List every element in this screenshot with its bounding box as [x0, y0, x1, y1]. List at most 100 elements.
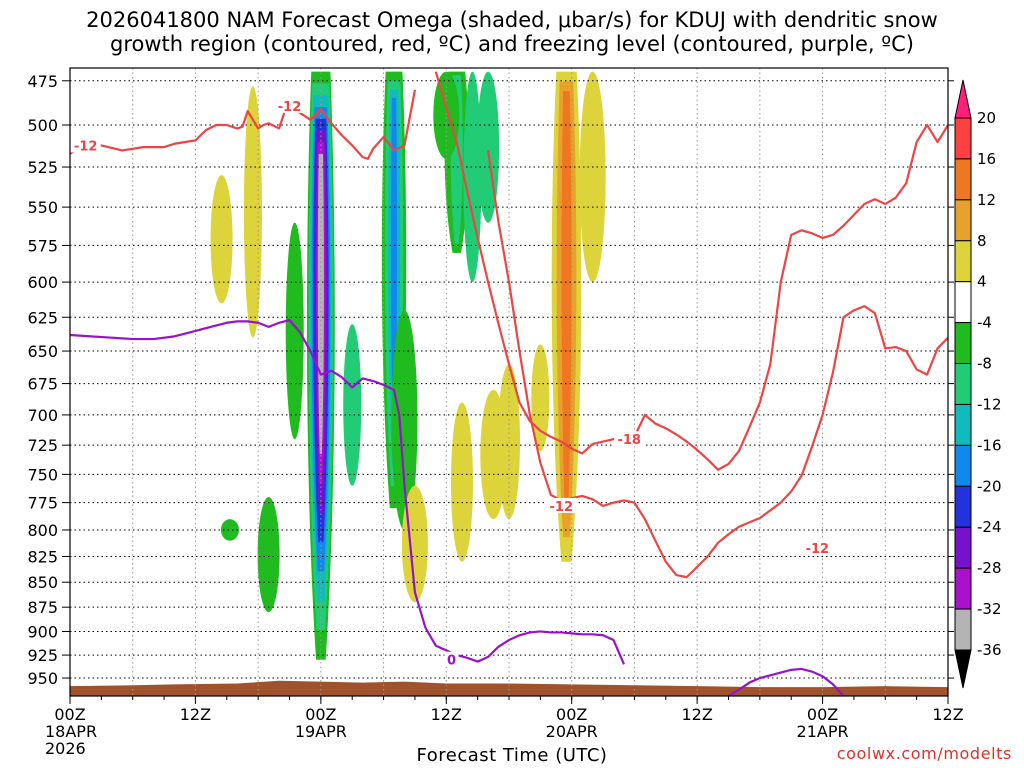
x-tick-label: 12Z: [932, 705, 963, 724]
chart-title: 2026041800 NAM Forecast Omega (shaded, μ…: [0, 8, 1024, 56]
colorbar-box: [954, 240, 972, 283]
contour-label-bg: [444, 651, 459, 667]
x-tick-label: 00Z: [54, 705, 85, 724]
x-tick-label: 00Z: [807, 705, 838, 724]
y-tick-label: 800: [27, 521, 58, 540]
y-tick-label: 875: [27, 598, 58, 617]
colorbar-box: [954, 322, 972, 365]
y-tick-label: 525: [27, 158, 58, 177]
contour-label-bg: [614, 431, 645, 447]
y-tick-label: 575: [27, 236, 58, 255]
omega-blob: [450, 402, 473, 562]
y-axis: 475 500 525 550 575 600 625 650 675 700 725 750 775 8…: [27, 72, 954, 688]
y-tick-label: 650: [27, 342, 58, 361]
colorbar-box: [954, 526, 972, 569]
title-line-2: growth region (contoured, red, ºC) and f…: [110, 32, 914, 56]
y-tick-label: 925: [27, 646, 58, 665]
colorbar-label: 16: [977, 150, 996, 168]
y-tick-label: 675: [27, 375, 58, 394]
x-tick-label: 18APR: [45, 722, 97, 741]
contour-label: -12: [806, 542, 830, 557]
omega-blob: [463, 71, 482, 283]
omega-shading: [210, 71, 606, 660]
colorbar-label: -28: [977, 559, 1002, 577]
colorbar-label: 4: [977, 273, 987, 291]
colorbar-box: [954, 158, 972, 201]
colorbar-top-triangle: [954, 79, 972, 119]
terrain: [70, 680, 948, 696]
colorbar-box: [954, 117, 972, 160]
y-tick-label: 700: [27, 406, 58, 425]
colorbar-box: [954, 199, 972, 242]
contour-line--18: [434, 71, 948, 471]
x-tick-label: 00Z: [305, 705, 336, 724]
omega-blob: [220, 519, 239, 541]
colorbar-label: 20: [977, 109, 996, 127]
omega-column-4-band: [561, 91, 572, 513]
x-tick-label: 12Z: [180, 705, 211, 724]
x-tick-label: 20APR: [546, 722, 598, 741]
contour-line-0: [727, 667, 845, 696]
y-tick-label: 550: [27, 198, 58, 217]
omega-blob: [531, 344, 550, 452]
colorbar-label: -8: [977, 355, 992, 373]
y-tick-label: 750: [27, 465, 58, 484]
contour-label: -12: [74, 139, 98, 154]
colorbar-label: -20: [977, 477, 1002, 495]
x-tick-label: 12Z: [431, 705, 462, 724]
y-tick-label: 725: [27, 436, 58, 455]
colorbar-box: [954, 363, 972, 405]
colorbar-box: [954, 608, 972, 651]
y-tick-label: 475: [27, 72, 58, 91]
title-line-1: 2026041800 NAM Forecast Omega (shaded, μ…: [86, 8, 938, 32]
omega-blob: [433, 71, 460, 159]
contour-label: -18: [617, 433, 641, 448]
colorbar-label: -12: [977, 395, 1002, 413]
y-tick-label: 625: [27, 308, 58, 327]
terrain-surface: [70, 680, 948, 696]
contour-labels: -12 -12 -18 -12 -12 0: [70, 97, 833, 669]
x-tick-label: 2026: [45, 739, 86, 758]
omega-blob: [579, 71, 606, 283]
colorbar-box: [954, 567, 972, 610]
colorbar-label: -32: [977, 600, 1002, 618]
contour-label: 0: [447, 654, 456, 669]
colorbar-label: -16: [977, 436, 1002, 454]
colorbar-label: -36: [977, 641, 1002, 659]
y-tick-label: 850: [27, 573, 58, 592]
contour-label-bg: [274, 97, 305, 113]
y-tick-label: 600: [27, 273, 58, 292]
colorbar-label: -24: [977, 518, 1002, 536]
omega-blob: [243, 86, 262, 338]
contour-label-bg: [70, 137, 101, 153]
y-tick-label: 775: [27, 494, 58, 513]
colorbar-box: [954, 281, 972, 324]
x-tick-label: 12Z: [681, 705, 712, 724]
contour-line-0: [70, 318, 625, 665]
omega-column-1-band: [319, 165, 323, 425]
colorbar-bottom-triangle: [954, 649, 972, 689]
y-tick-label: 500: [27, 116, 58, 135]
contour-label: -12: [550, 500, 574, 515]
omega-blob: [285, 222, 304, 440]
contour-label-bg: [546, 497, 577, 513]
omega-blob: [210, 175, 233, 304]
x-axis-title: Forecast Time (UTC): [416, 745, 608, 766]
gridlines: [70, 68, 948, 696]
y-tick-label: 950: [27, 669, 58, 688]
x-tick-label: 21APR: [797, 722, 849, 741]
y-tick-label: 900: [27, 622, 58, 641]
colorbar: 20 16 12 8 4 -4 -8 -12 -16 -20 -24 -28 -32 -36: [954, 79, 1002, 689]
contour-line--12: [70, 89, 417, 160]
contour-label: -12: [278, 100, 302, 115]
colorbar-box: [954, 485, 972, 528]
y-tick-label: 825: [27, 547, 58, 566]
colorbar-label: -4: [977, 314, 992, 332]
colorbar-box: [954, 444, 972, 487]
colorbar-label: 12: [977, 191, 996, 209]
x-tick-label: 00Z: [556, 705, 587, 724]
colorbar-label: 8: [977, 232, 987, 250]
omega-blob: [257, 497, 280, 613]
